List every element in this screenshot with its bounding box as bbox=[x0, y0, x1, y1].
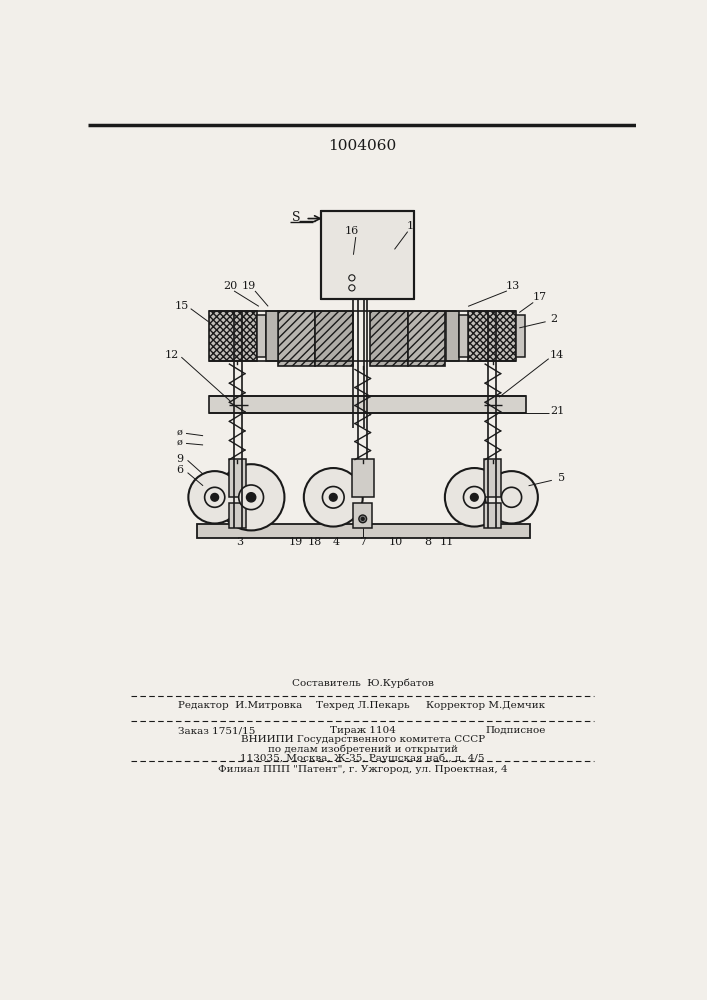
Text: 10: 10 bbox=[388, 537, 402, 547]
Text: Подписное: Подписное bbox=[485, 726, 546, 735]
Text: ВНИИПИ Государственного комитета СССР: ВНИИПИ Государственного комитета СССР bbox=[240, 735, 485, 744]
Text: 7: 7 bbox=[359, 537, 366, 547]
Circle shape bbox=[361, 517, 364, 520]
Bar bbox=[370, 311, 408, 366]
Text: ø: ø bbox=[177, 437, 183, 446]
Bar bbox=[257, 315, 266, 357]
Circle shape bbox=[218, 464, 284, 530]
Text: Тираж 1104: Тираж 1104 bbox=[329, 726, 396, 735]
Circle shape bbox=[204, 487, 225, 507]
Bar bbox=[279, 311, 315, 366]
Text: 14: 14 bbox=[550, 350, 564, 360]
Circle shape bbox=[322, 487, 344, 508]
Bar bbox=[209, 396, 526, 413]
Text: Корректор М.Демчик: Корректор М.Демчик bbox=[426, 701, 546, 710]
Text: S: S bbox=[292, 211, 300, 224]
Bar bbox=[315, 311, 353, 366]
Text: 16: 16 bbox=[345, 226, 359, 236]
Circle shape bbox=[247, 493, 256, 502]
Bar bbox=[209, 311, 257, 361]
Bar bbox=[408, 311, 445, 366]
Circle shape bbox=[239, 485, 264, 510]
Text: 4: 4 bbox=[333, 537, 340, 547]
Text: 15: 15 bbox=[174, 301, 189, 311]
Text: 1004060: 1004060 bbox=[329, 139, 397, 153]
Bar bbox=[484, 503, 501, 528]
Circle shape bbox=[485, 471, 538, 523]
Text: 12: 12 bbox=[164, 350, 178, 360]
Bar bbox=[459, 315, 468, 357]
Text: 5: 5 bbox=[558, 473, 565, 483]
Circle shape bbox=[188, 471, 241, 523]
Text: 20: 20 bbox=[223, 281, 238, 291]
Circle shape bbox=[470, 493, 478, 501]
Circle shape bbox=[464, 487, 485, 508]
Text: 21: 21 bbox=[550, 406, 564, 416]
Circle shape bbox=[445, 468, 504, 527]
Text: 11: 11 bbox=[439, 537, 454, 547]
Text: 113035, Москва, Ж-35, Раушская наб., д. 4/5: 113035, Москва, Ж-35, Раушская наб., д. … bbox=[240, 754, 485, 763]
Text: Редактор  И.Митровка: Редактор И.Митровка bbox=[177, 701, 302, 710]
Text: 6: 6 bbox=[176, 465, 183, 475]
Text: 2: 2 bbox=[550, 314, 557, 324]
Circle shape bbox=[329, 493, 337, 501]
Text: 3: 3 bbox=[236, 537, 243, 547]
Circle shape bbox=[304, 468, 363, 527]
Text: 17: 17 bbox=[532, 292, 547, 302]
Bar bbox=[197, 524, 530, 538]
Text: 18: 18 bbox=[308, 537, 322, 547]
Bar bbox=[230, 459, 247, 497]
Text: Заказ 1751/15: Заказ 1751/15 bbox=[177, 726, 255, 735]
Text: по делам изобретений и открытий: по делам изобретений и открытий bbox=[268, 744, 457, 754]
Text: Техред Л.Пекарь: Техред Л.Пекарь bbox=[316, 701, 409, 710]
Text: Составитель  Ю.Курбатов: Составитель Ю.Курбатов bbox=[292, 679, 433, 688]
Text: 8: 8 bbox=[424, 537, 431, 547]
Bar bbox=[354, 503, 372, 528]
Bar bbox=[468, 311, 516, 361]
Circle shape bbox=[501, 487, 522, 507]
Bar bbox=[321, 211, 414, 299]
Bar bbox=[446, 311, 459, 361]
Bar bbox=[266, 311, 279, 361]
Text: 19: 19 bbox=[289, 537, 303, 547]
Text: 9: 9 bbox=[176, 454, 183, 464]
Text: 13: 13 bbox=[506, 281, 520, 291]
Text: 1: 1 bbox=[407, 221, 414, 231]
Circle shape bbox=[359, 515, 367, 523]
Text: Филиал ППП "Патент", г. Ужгород, ул. Проектная, 4: Филиал ППП "Патент", г. Ужгород, ул. Про… bbox=[218, 765, 508, 774]
Bar bbox=[352, 459, 373, 497]
Bar bbox=[230, 503, 247, 528]
Text: 19: 19 bbox=[242, 281, 256, 291]
Circle shape bbox=[211, 493, 218, 501]
Text: ø: ø bbox=[177, 427, 183, 436]
Bar bbox=[484, 459, 501, 497]
Bar bbox=[516, 315, 525, 357]
